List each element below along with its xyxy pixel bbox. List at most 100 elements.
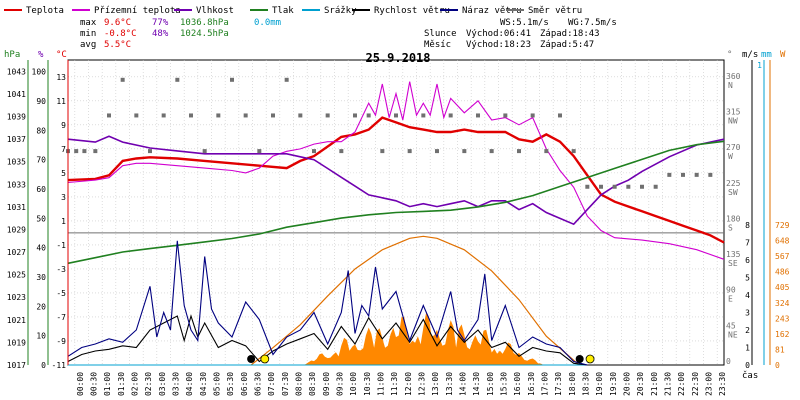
tick-wind: 2 xyxy=(745,326,750,335)
tick-x: 09:00 xyxy=(322,372,331,396)
tick-temperature: -1 xyxy=(56,241,66,250)
series-smer-point xyxy=(407,149,412,154)
tick-x: 14:00 xyxy=(459,372,468,396)
tick-humidity: 0 xyxy=(41,361,46,370)
tick-temperature: -7 xyxy=(56,313,66,322)
tick-x: 06:30 xyxy=(254,372,263,396)
tick-temperature: 7 xyxy=(61,145,66,154)
series-smer-point xyxy=(708,172,713,177)
series-smer-point xyxy=(571,149,576,154)
tick-direction-deg: 45 xyxy=(726,321,736,330)
tick-direction-name: S xyxy=(728,223,733,232)
tick-x: 13:00 xyxy=(431,372,440,396)
unit-hpa: hPa xyxy=(4,50,20,60)
sunrise-marker xyxy=(247,355,256,363)
tick-temperature: 9 xyxy=(61,121,66,130)
tick-direction-deg: 270 xyxy=(726,143,741,152)
series-smer-point xyxy=(489,149,494,154)
tick-solar: 243 xyxy=(775,314,790,323)
tick-wind: 1 xyxy=(745,344,750,353)
legend-label-teplota: Teplota xyxy=(26,6,64,16)
tick-x: 19:30 xyxy=(609,372,618,396)
tick-wind: 8 xyxy=(745,221,750,230)
tick-solar: 324 xyxy=(775,299,790,308)
series-smer-point xyxy=(530,113,535,118)
series-smer-point xyxy=(134,113,139,118)
tick-x: 16:30 xyxy=(527,372,536,396)
stats-avg-temp: 5.5°C xyxy=(104,40,131,50)
tick-x: 20:30 xyxy=(636,372,645,396)
stats-panel: max 9.6°C 77% 1036.8hPa 0.0mm min -0.8°C… xyxy=(80,18,617,50)
axes: 1043104110391037103510331031102910271025… xyxy=(7,60,790,396)
series-line-vlhkost xyxy=(67,135,725,226)
tick-pressure: 1023 xyxy=(7,293,26,302)
tick-solar: 486 xyxy=(775,268,790,277)
solar-line xyxy=(250,235,580,366)
legend-label-srazky: Srážky xyxy=(324,6,357,16)
stats-min-hum: 48% xyxy=(152,29,169,39)
series-line-tlak xyxy=(67,140,725,265)
tick-pressure: 1039 xyxy=(7,112,26,121)
series-smer-point xyxy=(202,149,207,154)
legend-label-smer: Směr větru xyxy=(528,6,582,16)
tick-wind: 6 xyxy=(745,256,750,265)
series-line-teplota xyxy=(67,116,725,244)
series-smer-point xyxy=(230,77,234,82)
tick-x: 02:30 xyxy=(144,372,153,396)
wind-wg: WG:7.5m/s xyxy=(568,18,617,28)
sunset-marker xyxy=(575,355,584,363)
tick-direction-name: N xyxy=(728,81,733,90)
stats-min-press: 1024.5hPa xyxy=(180,29,229,39)
tick-x: 15:30 xyxy=(500,372,509,396)
tick-x: 09:30 xyxy=(336,372,345,396)
tick-x: 07:00 xyxy=(267,372,276,396)
tick-direction-name: NE xyxy=(728,330,738,339)
tick-humidity: 30 xyxy=(36,273,46,282)
moonrise-marker xyxy=(585,354,595,364)
tick-temperature: -5 xyxy=(56,289,66,298)
tick-x: 21:30 xyxy=(664,372,673,396)
tick-x: 00:30 xyxy=(90,372,99,396)
unit-mm: mm xyxy=(761,50,772,60)
tick-humidity: 70 xyxy=(36,156,46,165)
series-smer-point xyxy=(257,149,262,154)
tick-pressure: 1041 xyxy=(7,90,26,99)
tick-pressure: 1021 xyxy=(7,316,26,325)
legend-label-tlak: Tlak xyxy=(272,6,294,16)
tick-direction-deg: 180 xyxy=(726,214,741,223)
tick-x: 14:30 xyxy=(472,372,481,396)
tick-direction-deg: 0 xyxy=(726,357,731,366)
series-smer-point xyxy=(462,149,467,154)
series-smer-point xyxy=(161,113,166,118)
tick-wind: 7 xyxy=(745,239,750,248)
tick-temperature: 5 xyxy=(61,169,66,178)
tick-temperature: 13 xyxy=(56,73,66,82)
series-smer-point xyxy=(681,172,685,177)
tick-wind: 5 xyxy=(745,274,750,283)
tick-direction-name: SE xyxy=(728,259,738,268)
series-smer-point xyxy=(189,113,193,118)
tick-x: 05:00 xyxy=(213,372,222,396)
tick-x: 23:00 xyxy=(705,372,714,396)
series-smer-point xyxy=(325,113,330,118)
series-smer-point xyxy=(74,149,79,154)
series-smer-point xyxy=(216,113,221,118)
tick-humidity: 100 xyxy=(32,68,47,77)
series-smer-point xyxy=(667,172,672,177)
legend-label-rychlost: Rychlost větru xyxy=(374,6,450,16)
stats-max-temp: 9.6°C xyxy=(104,18,131,28)
series-smer-point xyxy=(93,149,98,154)
tick-x: 04:30 xyxy=(199,372,208,396)
tick-pressure: 1033 xyxy=(7,180,26,189)
tick-direction-deg: 225 xyxy=(726,179,741,188)
tick-rain: 1 xyxy=(757,61,762,70)
series-smer-point xyxy=(380,149,385,154)
unit-deg: ° xyxy=(727,50,732,60)
tick-solar: 162 xyxy=(775,330,790,339)
tick-x: 17:30 xyxy=(554,372,563,396)
sun-set: Západ:18:43 xyxy=(540,29,600,39)
tick-x: 22:00 xyxy=(677,372,686,396)
tick-temperature: 1 xyxy=(61,217,66,226)
stats-max-hum: 77% xyxy=(152,18,169,28)
series-smer-point xyxy=(694,172,699,177)
